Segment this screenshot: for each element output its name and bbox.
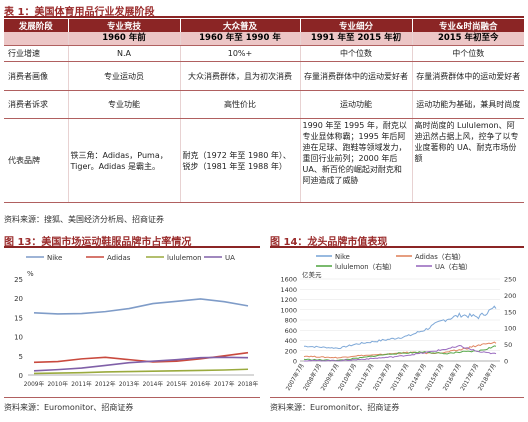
table-row: 行业增速 N.A 10%+ 中个位数 中个位数: [4, 45, 524, 62]
y-tick-label: 20: [14, 295, 23, 303]
period-cell: 1960 年前: [68, 32, 181, 46]
x-tick-label: 2009年: [24, 380, 45, 388]
period-cell: 1991 年至 2015 年初: [300, 32, 413, 46]
y-tick-label: 200: [285, 347, 297, 355]
row-label: 行业增速: [4, 45, 69, 62]
y2-tick-label: 150: [504, 308, 516, 316]
x-tick-label: 2007年7月: [284, 362, 306, 392]
legend-label: lululemon（右轴）: [335, 262, 396, 271]
table-cell: 中个位数: [412, 45, 524, 62]
x-tick-label: 2012年: [95, 380, 116, 388]
y2-tick-label: 200: [504, 292, 516, 300]
table-cell: 高时尚度的 Lululemon、阿迪迅然占据上风，控争了以专业度著称的 UA、耐…: [412, 118, 524, 203]
y2-tick-label: 100: [504, 325, 516, 333]
table-row: 消费者画像 专业运动员 大众消费群体，且为初次消费 存量消费群体中的运动爱好者 …: [4, 61, 524, 91]
x-tick-label: 2010年: [47, 380, 68, 388]
table-row: 代表品牌 铁三角：Adidas，Puma，Tiger。Adidas 是霸主。 耐…: [4, 118, 524, 203]
header-cell: 发展阶段: [4, 19, 69, 32]
series-line: [33, 368, 249, 375]
header-cell: 专业细分: [300, 19, 413, 32]
header-cell: 专业&时尚融合: [412, 19, 524, 32]
y2-tick-label: 250: [504, 276, 516, 284]
x-tick-label: 2014年: [143, 380, 164, 388]
chart13-title: 图 13：美国市场运动鞋服品牌市占率情况: [4, 237, 192, 248]
period-cell-empty: [4, 32, 69, 46]
y-tick-label: 10: [14, 334, 23, 342]
legend-label: UA: [225, 254, 235, 262]
table-row: 消费者诉求 专业功能 高性价比 运动功能 运动功能为基础，兼具时尚度: [4, 90, 524, 119]
table-cell: 运动功能: [300, 90, 413, 119]
table-cell: 高性价比: [180, 90, 301, 119]
header-cell: 专业竞技: [68, 19, 181, 32]
table-cell: 专业功能: [68, 90, 181, 119]
y-tick-label: 1600: [280, 276, 297, 284]
table-cell: 专业运动员: [68, 61, 181, 91]
table-cell: 存量消费群体中的运动爱好者: [412, 61, 524, 91]
table-cell: 10%+: [180, 45, 301, 62]
legend-label: Adidas（右轴）: [415, 252, 465, 261]
y-tick-label: 1200: [280, 296, 297, 304]
chart13-source: 资料来源：Euromonitor、招商证券: [4, 403, 134, 412]
series-line: [33, 356, 249, 372]
y-tick-label: 15: [14, 314, 23, 322]
row-label: 消费者诉求: [4, 90, 69, 119]
legend-label: Adidas: [107, 254, 131, 262]
series-line: [33, 298, 249, 315]
x-tick-label: 2018年: [238, 380, 259, 388]
series-line: [304, 305, 497, 350]
y-tick-label: 400: [285, 337, 297, 345]
y-tick-label: 800: [285, 317, 297, 325]
y-tick-label: 1000: [280, 306, 297, 314]
table1-top-rule: [4, 16, 524, 18]
table-cell: 中个位数: [300, 45, 413, 62]
x-tick-label: 2013年: [119, 380, 140, 388]
x-tick-label: 2016年: [190, 380, 211, 388]
chart14-top-rule: [270, 246, 524, 248]
chart13-bottom-rule: [4, 397, 260, 398]
y-tick-label: 600: [285, 327, 297, 335]
table-cell: 铁三角：Adidas，Puma，Tiger。Adidas 是霸主。: [68, 118, 181, 203]
period-cell: 2015 年初至今: [412, 32, 524, 46]
table1-title: 表 1：美国体育用品行业发展阶段: [4, 7, 155, 18]
table-cell: 大众消费群体，且为初次消费: [180, 61, 301, 91]
table1-source: 资料来源：搜狐、美国经济分析局、招商证券: [4, 215, 164, 224]
stage-table: 发展阶段 专业竞技 大众普及 专业细分 专业&时尚融合 1960 年前 1960…: [4, 19, 524, 203]
chart14-bottom-rule: [270, 397, 524, 398]
chart14-source: 资料来源：Euromonitor、招商证券: [270, 403, 400, 412]
chart14-title: 图 14：龙头品牌市值表现: [270, 237, 388, 248]
y2-tick-label: 50: [504, 341, 512, 349]
legend-label: Nike: [47, 254, 62, 262]
table-cell: 耐克（1972 年至 1980 年）、锐步（1981 年至 1988 年）: [180, 118, 301, 203]
x-tick-label: 2011年: [71, 380, 92, 388]
legend-label: UA（右轴）: [435, 262, 472, 271]
y2-tick-label: 0: [504, 358, 508, 366]
period-cell: 1960 年至 1990 年: [180, 32, 301, 46]
series-line: [304, 344, 497, 362]
y-tick-label: 25: [14, 276, 23, 284]
table-cell: 运动功能为基础，兼具时尚度: [412, 90, 524, 119]
market-cap-chart: Nike Adidas（右轴）lululemon（右轴） UA（右轴）亿美元0200…: [280, 252, 516, 392]
header-cell: 大众普及: [180, 19, 301, 32]
y-axis-label: %: [27, 270, 34, 278]
y-axis-unit: 亿美元: [302, 270, 322, 279]
y-tick-label: 5: [19, 353, 23, 361]
table-cell: N.A: [68, 45, 181, 62]
chart13-top-rule: [4, 246, 260, 248]
table-header-row: 发展阶段 专业竞技 大众普及 专业细分 专业&时尚融合: [4, 19, 524, 32]
period-row: 1960 年前 1960 年至 1990 年 1991 年至 2015 年初 2…: [4, 32, 524, 46]
row-label: 代表品牌: [4, 118, 69, 203]
row-label: 消费者画像: [4, 61, 69, 91]
y-tick-label: 1400: [280, 286, 297, 294]
table-cell: 1990 年至 1995 年，耐克以专业显体称霸；1995 年后阿迪在足球、跑鞋…: [300, 118, 413, 203]
x-tick-label: 2015年: [166, 380, 187, 388]
y-tick-label: 0: [293, 358, 297, 366]
x-tick-label: 2017年: [214, 380, 235, 388]
legend-label: Nike: [335, 253, 350, 261]
legend-label: lululemon: [167, 254, 202, 262]
table-cell: 存量消费群体中的运动爱好者: [300, 61, 413, 91]
y-tick-label: 0: [19, 372, 23, 380]
